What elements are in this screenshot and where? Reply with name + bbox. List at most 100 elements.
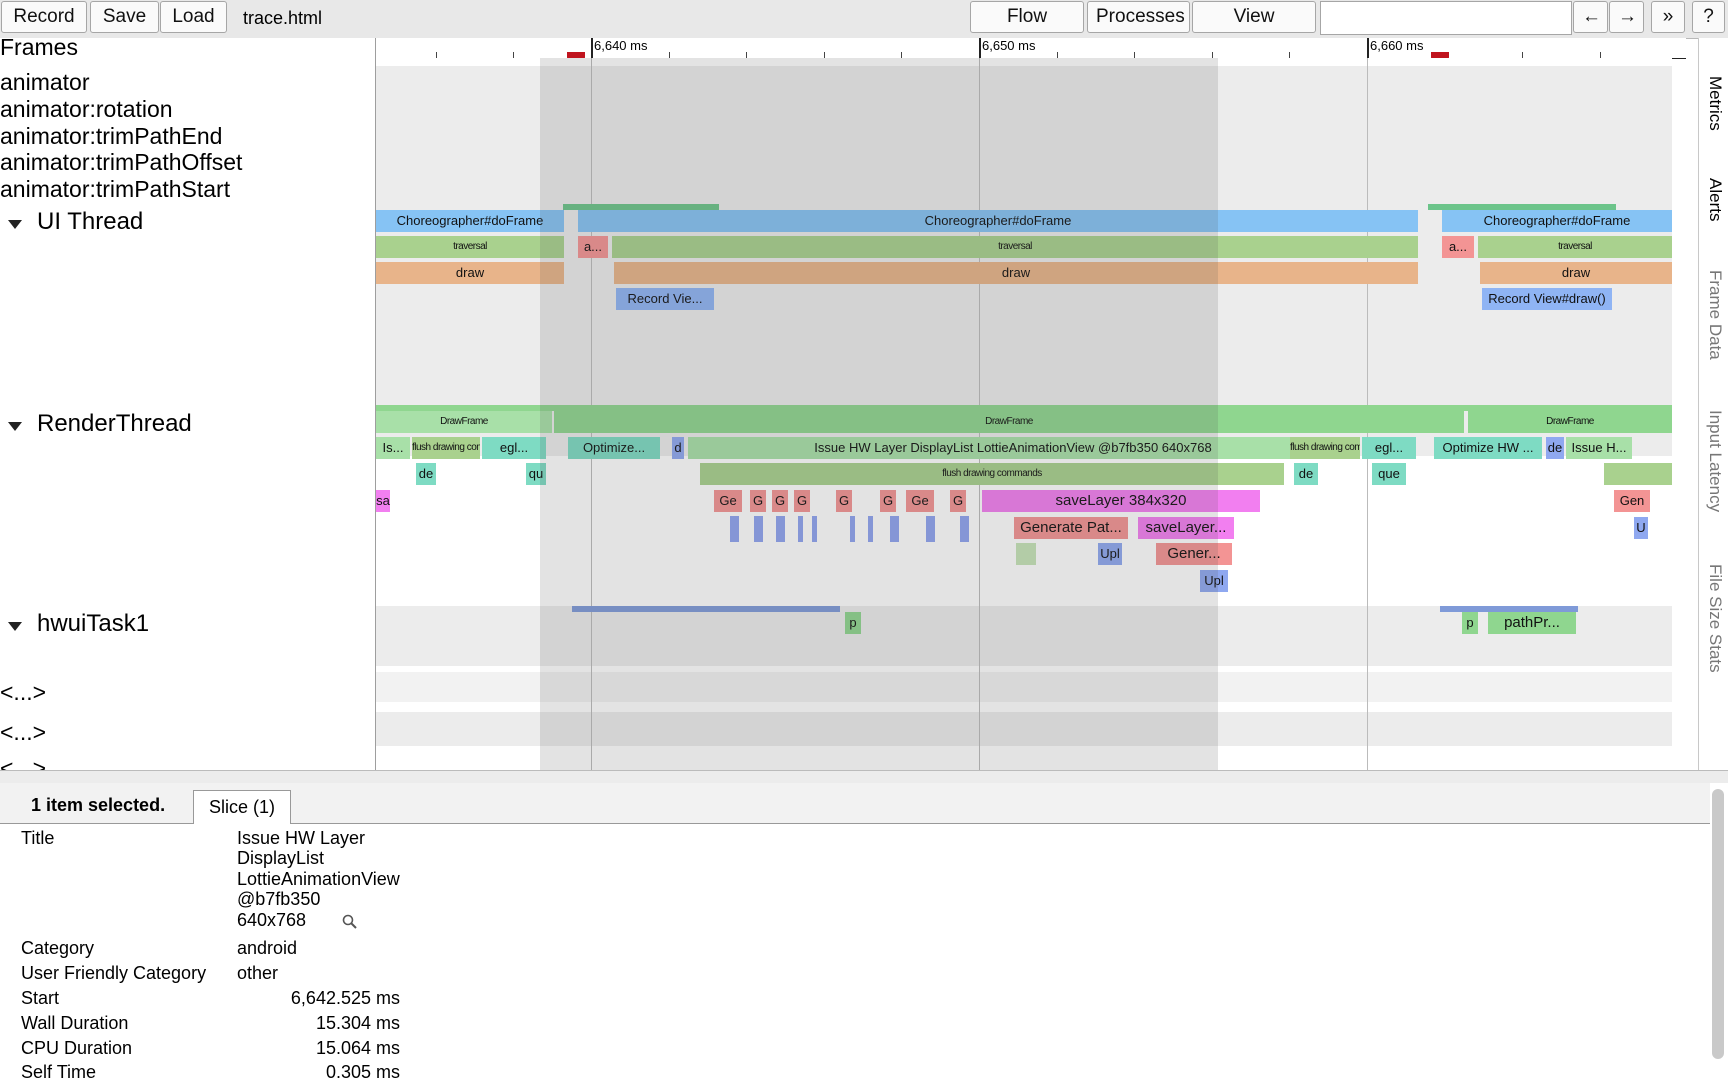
a-slice[interactable]: a... — [1442, 236, 1474, 258]
flush-drawing-slice[interactable]: flush drawing commands — [700, 463, 1284, 485]
details-scrollbar[interactable] — [1712, 789, 1724, 1059]
collapsed-track-label[interactable]: <...> — [0, 719, 47, 745]
upload-bar[interactable] — [812, 516, 817, 542]
timeline-tracks[interactable]: Choreographer#doFrame Choreographer#doFr… — [376, 58, 1672, 770]
g-slice[interactable]: G — [750, 490, 766, 512]
que-slice[interactable]: que — [1372, 463, 1406, 485]
record-view-slice[interactable]: Record Vie... — [616, 288, 714, 310]
tab-slice[interactable]: Slice (1) — [193, 790, 291, 824]
flush-drawing-slice[interactable]: flush drawing commands — [1290, 437, 1360, 459]
find-previous-button[interactable]: ← — [1573, 1, 1608, 33]
thin-slice[interactable] — [563, 204, 719, 210]
d-slice[interactable]: d — [672, 437, 684, 459]
find-next-button[interactable]: → — [1609, 1, 1644, 33]
title-label: Title — [21, 828, 55, 848]
egl-slice[interactable]: egl... — [482, 437, 546, 459]
savelayer-slice[interactable]: saveLayer... — [1138, 517, 1234, 539]
upload-slice[interactable]: Upl — [1200, 570, 1228, 592]
g-slice[interactable]: G — [772, 490, 788, 512]
p-slice[interactable]: p — [845, 612, 861, 634]
de-slice[interactable]: de — [416, 463, 436, 485]
flow-events-button[interactable]: Flow events — [970, 1, 1084, 57]
record-view-slice[interactable]: Record View#draw() — [1482, 288, 1612, 310]
issue-hw-layer-slice[interactable]: Issue HW Layer DisplayList LottieAnimati… — [688, 437, 1338, 459]
generate-path-slice[interactable]: Generate Pat... — [1014, 517, 1128, 539]
tab-metrics[interactable]: Metrics — [1706, 76, 1725, 131]
upload-bar[interactable] — [776, 516, 785, 542]
traversal-slice[interactable]: traversal — [376, 236, 564, 258]
drawframe-slice[interactable]: DrawFrame — [554, 411, 1464, 433]
upload-bar[interactable] — [868, 516, 873, 542]
thin-slice[interactable] — [376, 405, 1672, 411]
g-slice[interactable]: G — [950, 490, 966, 512]
savelayer-slice[interactable]: saveLayer 384x320 — [982, 490, 1260, 512]
egl-slice[interactable]: egl... — [1362, 437, 1416, 459]
thin-slice[interactable] — [1016, 543, 1036, 565]
load-button[interactable]: Load — [160, 1, 227, 33]
a-slice[interactable]: a... — [578, 236, 608, 258]
collapse-triangle-icon[interactable] — [8, 622, 22, 631]
upload-bar[interactable] — [850, 516, 855, 542]
record-button[interactable]: Record — [1, 1, 87, 33]
upload-bar[interactable] — [798, 516, 803, 542]
flush-drawing-slice[interactable]: flush drawing commands — [412, 437, 480, 459]
counter-label: animator:trimPathOffset — [0, 149, 243, 175]
issue-slice[interactable]: Is... — [376, 437, 410, 459]
upload-bar[interactable] — [960, 516, 969, 542]
thin-slice[interactable] — [1604, 463, 1672, 485]
tab-frame-data[interactable]: Frame Data — [1706, 270, 1725, 360]
de-slice[interactable]: de — [1546, 437, 1564, 459]
optimize-hw-slice[interactable]: Optimize HW ... — [1434, 437, 1542, 459]
thin-slice[interactable] — [572, 606, 840, 612]
collapse-triangle-icon[interactable] — [8, 422, 22, 431]
optimize-slice[interactable]: Optimize... — [568, 437, 660, 459]
upload-bar[interactable] — [926, 516, 935, 542]
search-icon[interactable] — [342, 914, 358, 930]
draw-slice[interactable]: draw — [376, 262, 564, 284]
de-slice[interactable]: de — [1294, 463, 1318, 485]
search-input[interactable] — [1320, 1, 1572, 35]
collapse-triangle-icon[interactable] — [8, 220, 22, 229]
path-precache-slice[interactable]: pathPr... — [1488, 612, 1576, 634]
panel-divider[interactable] — [0, 770, 1728, 784]
view-options-button[interactable]: View Options — [1192, 1, 1316, 57]
save-button[interactable]: Save — [90, 1, 159, 33]
tab-file-size-stats[interactable]: File Size Stats — [1706, 564, 1725, 673]
drawframe-slice[interactable]: DrawFrame — [1468, 411, 1672, 433]
start-value: 6,642.525 ms — [290, 988, 400, 1008]
upload-slice[interactable]: Upl — [1098, 543, 1122, 565]
choreographer-slice[interactable]: Choreographer#doFrame — [1442, 210, 1672, 232]
issue-hw-slice[interactable]: Issue H... — [1566, 437, 1632, 459]
collapsed-track-label[interactable]: <...> — [0, 679, 47, 705]
thin-slice[interactable] — [1428, 204, 1616, 210]
upload-bar[interactable] — [754, 516, 763, 542]
collapsed-track-label[interactable]: <...> — [0, 755, 47, 770]
generate-slice[interactable]: Gen — [1614, 490, 1650, 512]
traversal-slice[interactable]: traversal — [612, 236, 1418, 258]
help-button[interactable]: ? — [1692, 1, 1725, 33]
p-slice[interactable]: p — [1462, 612, 1478, 634]
draw-slice[interactable]: draw — [1480, 262, 1672, 284]
sa-slice[interactable]: sa — [376, 490, 390, 512]
generate-slice[interactable]: Ge — [714, 490, 742, 512]
upload-bar[interactable] — [890, 516, 899, 542]
choreographer-slice[interactable]: Choreographer#doFrame — [578, 210, 1418, 232]
cpu-duration-value: 15.064 ms — [315, 1038, 400, 1058]
processes-button[interactable]: Processes — [1087, 1, 1190, 33]
generate-slice[interactable]: Ge — [906, 490, 934, 512]
draw-slice[interactable]: draw — [614, 262, 1418, 284]
upload-bar[interactable] — [730, 516, 739, 542]
tab-input-latency[interactable]: Input Latency — [1706, 410, 1725, 513]
thin-slice[interactable] — [1440, 606, 1578, 612]
drawframe-slice[interactable]: DrawFrame — [376, 411, 552, 433]
g-slice[interactable]: G — [836, 490, 852, 512]
u-slice[interactable]: U — [1634, 517, 1648, 539]
more-button[interactable]: » — [1651, 1, 1685, 33]
traversal-slice[interactable]: traversal — [1478, 236, 1672, 258]
g-slice[interactable]: G — [880, 490, 896, 512]
generate-slice[interactable]: Gener... — [1156, 543, 1232, 565]
qu-slice[interactable]: qu — [526, 463, 546, 485]
tab-alerts[interactable]: Alerts — [1706, 178, 1725, 222]
choreographer-slice[interactable]: Choreographer#doFrame — [376, 210, 564, 232]
g-slice[interactable]: G — [794, 490, 810, 512]
